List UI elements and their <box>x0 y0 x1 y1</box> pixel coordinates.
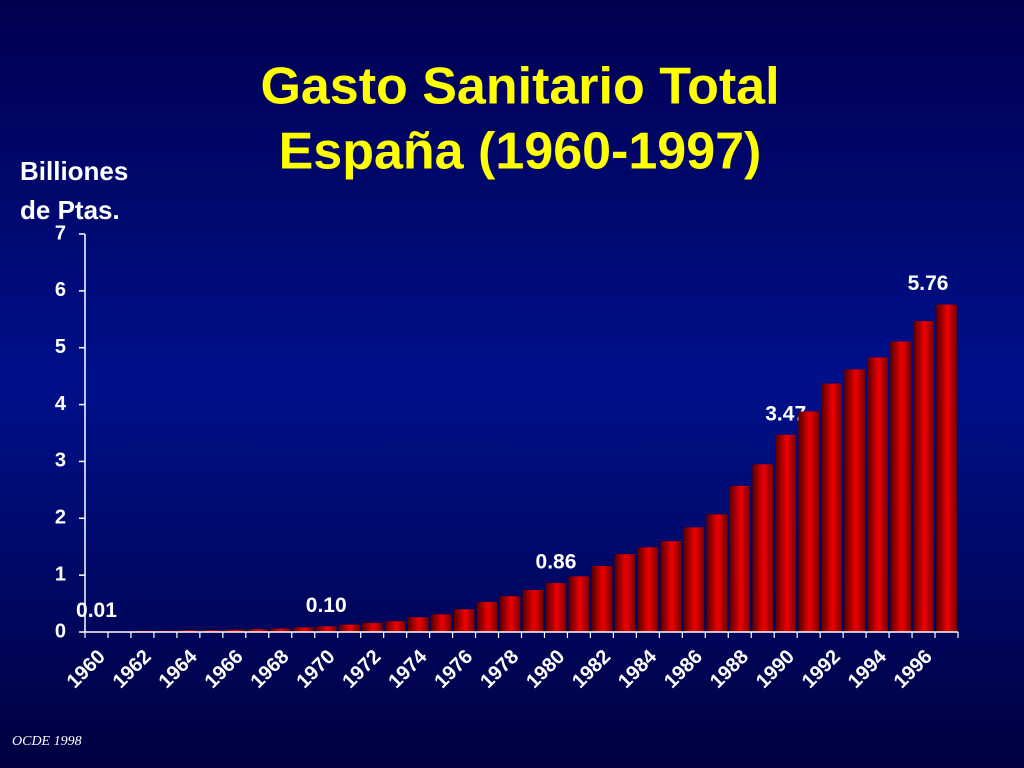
data-label: 0.01 <box>76 599 117 622</box>
y-tick-label: 7 <box>55 222 66 244</box>
bar <box>522 589 544 632</box>
bar <box>178 630 199 632</box>
bar <box>568 576 590 632</box>
bar <box>683 527 705 632</box>
bar <box>407 617 429 632</box>
bar <box>729 485 751 632</box>
bar <box>867 357 888 632</box>
bar <box>223 629 245 632</box>
bar <box>913 320 934 632</box>
chart-title: Gasto Sanitario Total <box>260 58 779 116</box>
bar <box>752 464 774 632</box>
y-tick-label: 0 <box>55 620 66 642</box>
bar <box>798 411 820 632</box>
y-tick-label: 6 <box>55 279 66 301</box>
y-axis-label: Billiones <box>20 156 128 186</box>
bar <box>614 554 636 632</box>
bar <box>338 624 360 632</box>
bar <box>292 627 314 632</box>
y-tick-label: 1 <box>55 563 66 585</box>
bar <box>269 628 291 632</box>
data-label: 0.10 <box>306 594 347 617</box>
data-label: 0.86 <box>536 551 577 574</box>
bar <box>361 622 383 632</box>
data-label: 5.76 <box>908 272 949 295</box>
bar <box>545 583 567 632</box>
y-axis-label: de Ptas. <box>20 195 120 225</box>
bar <box>384 621 406 632</box>
chart-title: España (1960-1997) <box>279 123 762 181</box>
bar <box>430 614 452 632</box>
bar <box>936 304 957 632</box>
bar <box>315 626 337 632</box>
y-tick-label: 2 <box>55 507 66 529</box>
bar <box>821 383 842 632</box>
bar <box>890 341 911 632</box>
bar <box>246 629 268 632</box>
data-label: 3.47 <box>765 402 806 425</box>
bar <box>660 541 682 632</box>
source-note: OCDE 1998 <box>12 734 82 749</box>
y-tick-label: 4 <box>55 393 67 415</box>
y-tick-label: 5 <box>55 336 66 358</box>
bar <box>706 514 728 632</box>
y-tick-label: 3 <box>55 450 66 472</box>
bar <box>844 369 865 632</box>
bar <box>637 547 659 632</box>
bar <box>499 596 521 632</box>
bar <box>201 630 222 632</box>
bar <box>591 566 613 632</box>
bar <box>453 609 475 632</box>
bar <box>476 601 498 632</box>
bar <box>775 434 797 632</box>
